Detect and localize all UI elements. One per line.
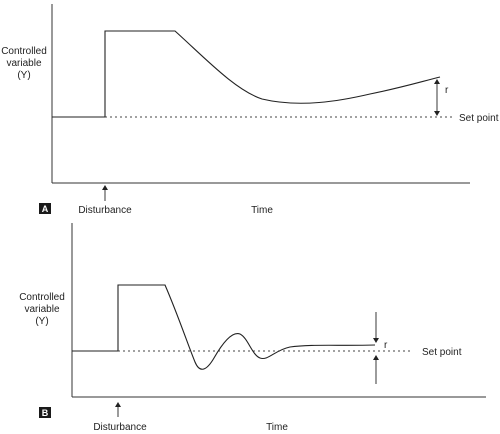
panel-b-y-label-line3: (Y) — [35, 316, 48, 327]
panel-b: Controlled variable (Y) Set point r Dist… — [19, 223, 486, 433]
panel-a-badge-text: A — [42, 204, 49, 214]
panel-a-offset-label: r — [445, 85, 449, 96]
panel-a-disturbance-arrow — [102, 185, 108, 201]
panel-a: Controlled variable (Y) Set point r Dist… — [1, 4, 499, 216]
panel-b-setpoint-label: Set point — [422, 347, 462, 358]
panel-a-response-curve — [52, 30, 441, 118]
panel-b-offset-arrow-top — [373, 312, 379, 343]
panel-a-setpoint-label: Set point — [459, 113, 499, 124]
panel-b-badge — [39, 407, 51, 418]
panel-b-response-curve — [72, 284, 376, 370]
panel-b-x-label: Time — [266, 422, 288, 433]
panel-b-y-label-line2: variable — [24, 304, 59, 315]
panel-a-x-label: Time — [251, 205, 273, 216]
panel-b-y-label-line1: Controlled — [19, 292, 65, 303]
panel-b-offset-arrow-bottom — [373, 355, 379, 384]
panel-b-offset-label: r — [384, 340, 388, 351]
panel-a-y-label-line2: variable — [6, 58, 41, 69]
panel-a-y-label-line1: Controlled — [1, 46, 47, 57]
panel-b-badge-text: B — [42, 408, 49, 418]
panel-a-badge — [39, 203, 51, 214]
panel-a-y-label-line3: (Y) — [17, 70, 30, 81]
panel-b-disturbance-label: Disturbance — [93, 422, 147, 433]
panel-a-offset-arrow — [434, 79, 440, 116]
panel-a-disturbance-label: Disturbance — [78, 205, 132, 216]
panel-b-disturbance-arrow — [115, 402, 121, 417]
